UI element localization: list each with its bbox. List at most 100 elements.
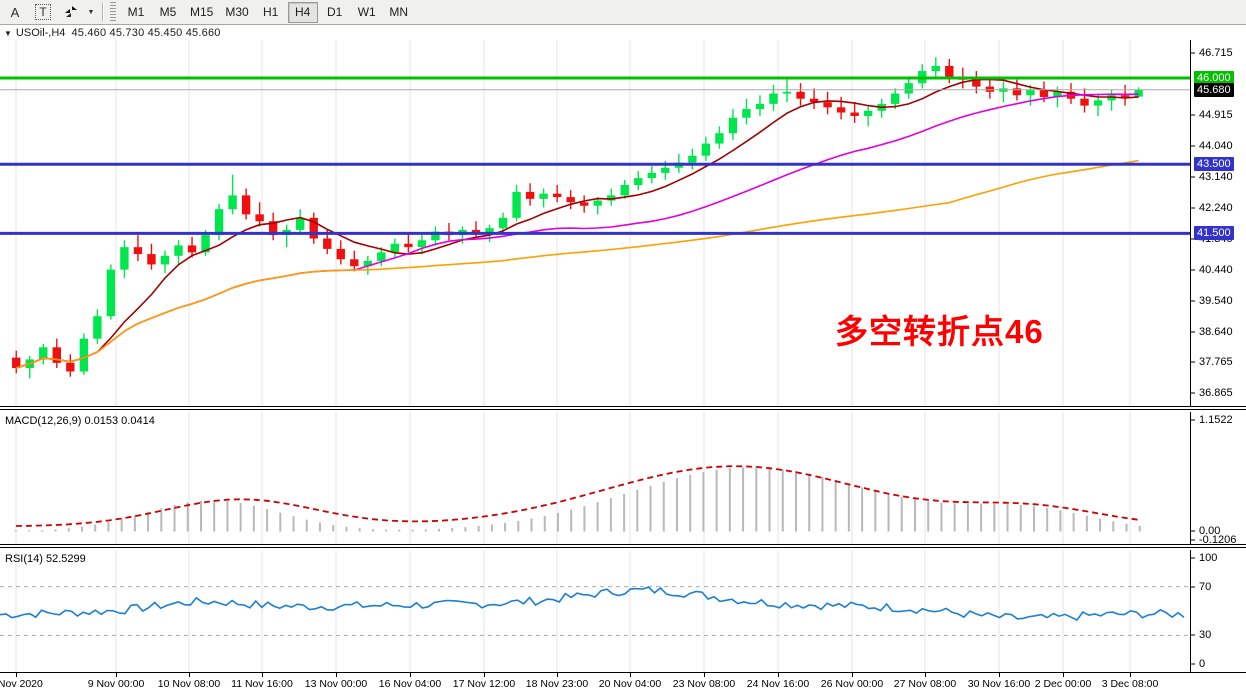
- time-axis-label: 23 Nov 08:00: [672, 678, 736, 690]
- text-tool-button[interactable]: A: [2, 1, 28, 23]
- price-axis-tick: [1191, 52, 1195, 54]
- time-axis-tick: [778, 673, 779, 677]
- rsi-plot-area[interactable]: [0, 550, 1190, 672]
- rsi-title: RSI(14) 52.5299: [5, 553, 86, 565]
- price-axis-tick: [1191, 300, 1195, 302]
- price-axis-label: 46.715: [1199, 47, 1233, 60]
- macd-axis: 1.1522 0.00 -0.1206: [1190, 412, 1246, 546]
- macd-plot-area[interactable]: [0, 412, 1190, 544]
- macd-axis-tick: [1191, 539, 1195, 541]
- label-tool-icon: T: [35, 4, 51, 20]
- timeframe-m15[interactable]: M15: [190, 5, 214, 19]
- time-axis-tick: [410, 673, 411, 677]
- price-axis-tick: [1191, 176, 1195, 178]
- price-level-tag-resistance-46[interactable]: 46.000: [1194, 70, 1234, 85]
- price-axis-tick: [1191, 361, 1195, 363]
- price-axis-label: 40.440: [1199, 263, 1233, 276]
- timeframe-m1[interactable]: M1: [127, 5, 145, 19]
- symbol-info-bar: ▼ USOil-,H4 45.460 45.730 45.450 45.660: [0, 26, 1246, 40]
- time-axis-label: 20 Nov 04:00: [598, 678, 662, 690]
- time-axis-label: 5 Nov 2020: [0, 678, 43, 690]
- collapse-caret-icon[interactable]: ▼: [4, 28, 12, 38]
- time-axis-label: 2 Dec 00:00: [1034, 678, 1092, 690]
- rsi-axis-tick: [1191, 634, 1195, 636]
- price-axis: 46.71544.91544.04043.14042.24041.34040.4…: [1190, 40, 1246, 406]
- price-axis-tick: [1191, 145, 1195, 147]
- time-axis-tick: [1130, 673, 1131, 677]
- toolbar-grip[interactable]: [110, 2, 116, 22]
- rsi-axis-label: 70: [1199, 580, 1212, 593]
- time-axis-label: 16 Nov 04:00: [378, 678, 442, 690]
- shapes-tool-button[interactable]: [58, 1, 84, 23]
- timeframe-h4[interactable]: H4: [287, 1, 318, 23]
- time-axis-label: 24 Nov 16:00: [746, 678, 810, 690]
- price-plot-area[interactable]: [0, 40, 1190, 406]
- time-axis: 5 Nov 2020 9 Nov 00:00 10 Nov 08:00 11 Nov …: [0, 672, 1246, 694]
- panel-separator-1: [0, 406, 1246, 411]
- price-chart-panel[interactable]: 46.71544.91544.04043.14042.24041.34040.4…: [0, 40, 1246, 406]
- macd-axis-label: 0.00: [1199, 525, 1221, 538]
- rsi-panel[interactable]: RSI(14) 52.5299 100 70 30 0: [0, 550, 1246, 672]
- rsi-axis-label: 100: [1199, 552, 1218, 564]
- timeframe-m30[interactable]: M30: [225, 5, 249, 19]
- time-axis-tick: [852, 673, 853, 677]
- timeframe-d1[interactable]: D1: [327, 5, 343, 19]
- time-axis-label: 13 Nov 00:00: [304, 678, 368, 690]
- time-axis-label: 30 Nov 16:00: [967, 678, 1031, 690]
- rsi-axis-tick: [1191, 663, 1195, 665]
- timeframe-w1[interactable]: W1: [357, 5, 376, 19]
- toolbar-separator: [102, 3, 104, 21]
- macd-axis-tick: [1191, 419, 1195, 421]
- price-axis-label: 37.765: [1199, 356, 1233, 369]
- macd-axis-label: -0.1206: [1199, 534, 1237, 546]
- time-axis-tick: [484, 673, 485, 677]
- label-tool-button[interactable]: T: [30, 1, 56, 23]
- chevron-down-icon: ▼: [87, 8, 95, 16]
- price-level-tag-support-41-5[interactable]: 41.500: [1194, 226, 1234, 241]
- rsi-axis-tick: [1191, 557, 1195, 559]
- ohlc-values: 45.460 45.730 45.450 45.660: [71, 27, 221, 39]
- time-axis-label: 11 Nov 16:00: [231, 678, 293, 690]
- text-tool-icon: A: [10, 4, 20, 20]
- price-axis-tick: [1191, 392, 1195, 394]
- price-axis-label: 39.540: [1199, 295, 1233, 308]
- symbol-label: USOil-,H4: [15, 27, 66, 39]
- macd-panel[interactable]: MACD(12,26,9) 0.0153 0.0414 1.1522 0.00 -0…: [0, 412, 1246, 546]
- timeframe-m5[interactable]: M5: [159, 5, 177, 19]
- rsi-axis: 100 70 30 0: [1190, 550, 1246, 672]
- price-axis-label: 42.240: [1199, 201, 1233, 214]
- time-axis-tick: [704, 673, 705, 677]
- price-axis-label: 38.640: [1199, 326, 1233, 339]
- price-axis-label: 44.040: [1199, 139, 1233, 152]
- price-axis-tick: [1191, 238, 1195, 240]
- time-axis-tick: [630, 673, 631, 677]
- price-axis-tick: [1191, 114, 1195, 116]
- time-axis-label: 10 Nov 08:00: [157, 678, 221, 690]
- current-price-tag: 45.680: [1194, 82, 1234, 97]
- time-axis-tick: [557, 673, 558, 677]
- rsi-axis-label: 0: [1199, 658, 1206, 670]
- time-axis-tick: [336, 673, 337, 677]
- time-axis-label: 17 Nov 12:00: [452, 678, 516, 690]
- timeframe-mn[interactable]: MN: [389, 5, 409, 19]
- price-level-tag-support-43-5[interactable]: 43.500: [1194, 157, 1234, 172]
- time-axis-tick: [189, 673, 190, 677]
- time-axis-tick: [262, 673, 263, 677]
- rsi-axis-tick: [1191, 586, 1195, 588]
- panel-separator-2: [0, 544, 1246, 549]
- price-axis-tick: [1191, 331, 1195, 333]
- time-axis-label: 9 Nov 00:00: [87, 678, 145, 690]
- shapes-dropdown-button[interactable]: ▼: [86, 1, 98, 23]
- rsi-axis-label: 30: [1199, 629, 1212, 642]
- time-axis-tick: [925, 673, 926, 677]
- price-axis-tick: [1191, 207, 1195, 209]
- time-axis-tick: [116, 673, 117, 677]
- macd-title: MACD(12,26,9) 0.0153 0.0414: [5, 415, 155, 427]
- price-axis-label: 36.865: [1199, 387, 1233, 400]
- main-toolbar: A T ▼ M1 M5 M15 M30 H1 H4 D1 W1 MN: [0, 0, 1246, 25]
- shapes-icon: [65, 6, 77, 17]
- timeframe-h1[interactable]: H1: [263, 5, 279, 19]
- time-axis-tick: [1063, 673, 1064, 677]
- chart-annotation-text[interactable]: 多空转折点46: [835, 313, 1044, 350]
- time-axis-label: 18 Nov 23:00: [525, 678, 589, 690]
